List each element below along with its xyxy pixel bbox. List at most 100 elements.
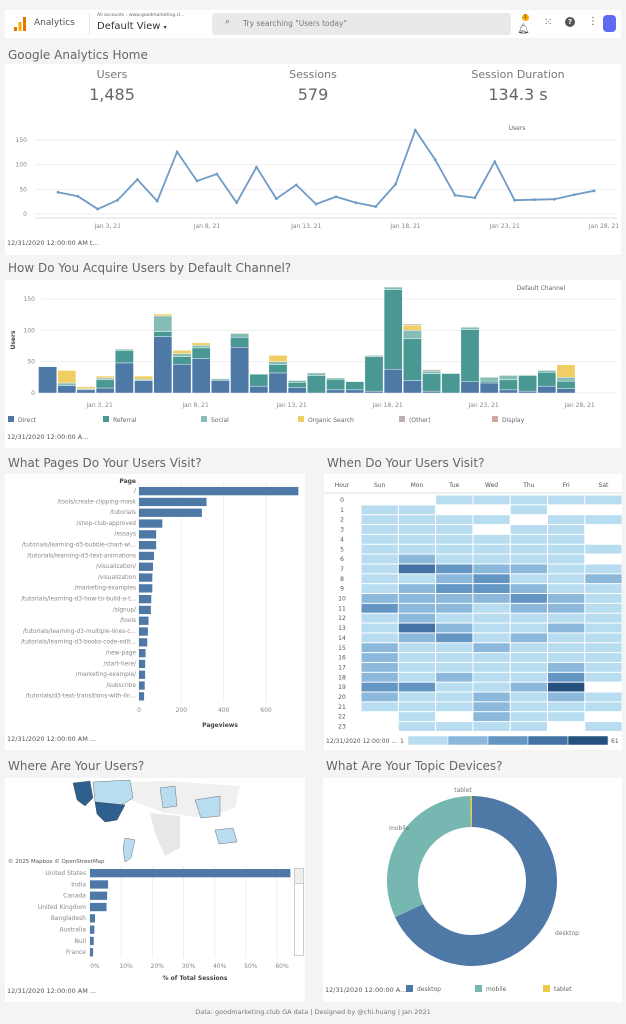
map-attribution: © 2025 Mapbox © OpenStreetMap [8,858,105,865]
y-tick-label: 0 [31,390,35,397]
hour-label: 11 [338,605,346,612]
pageviews-bar [139,530,157,539]
notifications-button[interactable]: 🔔︎ 1 [517,14,530,36]
heat-cell [510,613,547,623]
heat-cell [473,623,510,633]
x-tick-label: 20% [151,963,165,970]
pageviews-bar [139,595,152,604]
heat-cell [473,594,510,603]
day-header: Sun [374,482,386,489]
breadcrumb[interactable]: All accounts › www.goodmarketing.cl... [97,13,185,18]
more-vert-icon[interactable]: ⋮ [588,16,598,27]
bar-segment [518,374,537,376]
legend-label: Referral [113,417,137,424]
bar-segment [403,323,422,326]
bar-segment [537,385,557,394]
account-avatar-icon[interactable] [603,15,616,32]
channel-stacked-bar-chart[interactable]: 0 50 100 150 Users Jan 3, 21 Jan 8, 21 Jan 13, … [5,280,621,430]
bar-segment [345,380,365,382]
hour-label: 9 [340,586,344,593]
pageviews-bar [139,605,151,615]
pageviews-bar [139,573,153,582]
heat-cell [361,643,398,653]
bar-segment [268,372,288,394]
heat-cell [436,525,473,534]
country-bar-chart[interactable]: 0% 10% 20% 30% 40% 50% 60% United States India Ca… [5,866,305,984]
heat-cell [436,672,473,682]
heat-cell [398,692,436,702]
heat-cell [585,564,622,574]
bar-segment [191,358,211,394]
heat-cell [436,643,473,653]
heat-cell [510,633,547,643]
heat-cell [548,584,585,593]
data-point [513,198,516,202]
heat-cell [548,682,585,692]
map-region-usa [94,801,126,823]
heat-cell [436,633,473,643]
apps-grid-icon[interactable]: ⁙ [544,17,553,28]
x-tick-label: Jan 28, 21 [588,223,619,230]
help-icon[interactable]: ? [565,17,575,27]
legend-title: Users [509,125,526,132]
hour-label: 18 [338,674,346,681]
world-map[interactable]: © 2025 Mapbox © OpenStreetMap [5,778,305,866]
x-tick-label: Jan 23, 21 [467,402,498,409]
heat-cell [398,505,436,515]
page-label: /tools/create-clipping-mask [57,499,136,505]
view-selector[interactable]: Default View ▾ [97,21,167,32]
bar-segment [518,390,537,394]
scrollbar-thumb[interactable] [295,869,303,884]
legend-label: Organic Search [308,417,354,424]
heat-cell [548,554,585,564]
hour-label: 8 [340,576,344,583]
heat-cell [585,653,622,662]
scrollbar[interactable] [294,868,304,956]
legend-swatch [475,985,482,992]
heat-cell [473,722,510,731]
hour-label: 21 [338,704,346,711]
hour-label: 3 [340,527,344,534]
hour-heatmap[interactable]: Hour Sun Mon Tue Wed Thu Fri Sat012345678910111… [324,474,622,750]
bar-segment [287,387,307,394]
x-tick-label: Jan 18, 21 [371,402,402,409]
sessions-bar [90,869,291,878]
hour-label: 20 [338,694,346,701]
bar-segment [134,375,153,380]
heat-cell [473,672,510,682]
y-tick-label: 100 [16,162,28,169]
bar-segment [383,289,403,370]
pages-bar-chart[interactable]: 0 200 400 600 Page / /tools/create-clipping-ma… [5,474,305,732]
y-tick-label: 150 [24,296,36,303]
country-label: India [71,881,86,888]
bar-segment [287,382,307,388]
search-input[interactable]: ⌕ Try searching "Users today" [212,13,511,35]
data-point [533,198,536,202]
data-point [354,201,358,205]
bar-segment [364,355,384,357]
users-line-chart[interactable]: 0 50 100 150 Jan 3, 21 Jan 8, 21 Jan 13, 21 Jan… [5,120,621,235]
heat-cell [585,662,622,672]
heat-cell [548,712,585,722]
bar-segment [115,350,134,364]
heat-cell [510,544,547,554]
bar-segment [268,364,288,374]
sessions-bar [90,914,95,923]
bar-segment [345,381,365,391]
hour-label: 0 [340,497,344,504]
bar-segment [441,372,461,374]
pageviews-bar [139,562,153,571]
search-placeholder: Try searching "Users today" [243,19,347,28]
x-tick-label: Jan 13, 21 [290,223,321,230]
page-label: /signup/ [113,607,136,613]
heat-cell [585,702,622,712]
bar-segment [191,347,211,359]
devices-donut-chart[interactable]: desktop mobile tablet desktop mobile tablet [323,778,622,1002]
data-point [473,196,477,200]
pageviews-bar [139,497,207,507]
x-tick-label: Jan 3, 21 [85,402,113,409]
data-point [394,183,397,186]
where-panel: © 2025 Mapbox © OpenStreetMap 0% 10% 20% 30… [5,778,305,1002]
bar-segment [383,368,403,394]
pageviews-bar [139,681,145,690]
